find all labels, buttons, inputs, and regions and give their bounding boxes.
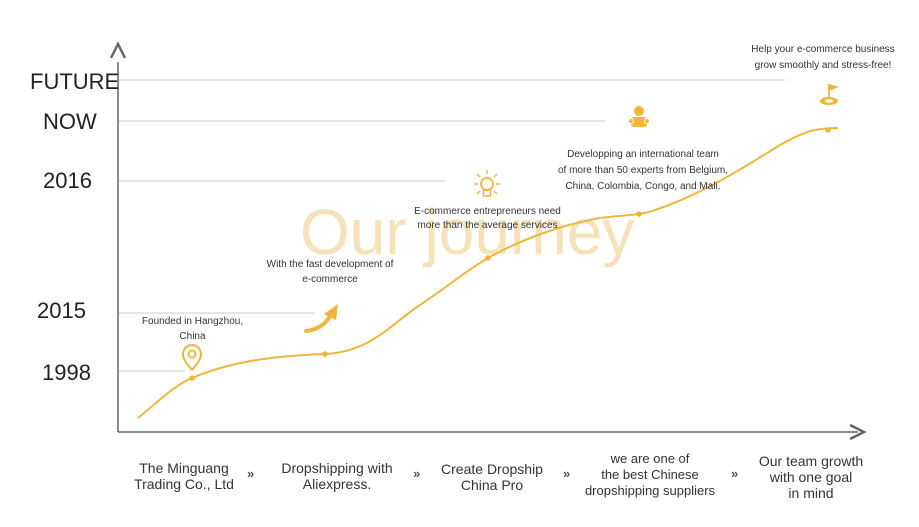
lightbulb-icon <box>474 170 500 197</box>
location-pin-icon <box>181 344 203 372</box>
watermark-text: Our journey <box>300 196 635 268</box>
milestone-dot-1 <box>189 375 195 381</box>
annotation-development: With the fast development of e-commerce <box>266 259 394 285</box>
x-axis-arrow-icon <box>849 423 867 441</box>
step-4: we are one of the best Chinese dropshipp… <box>584 451 716 498</box>
annotation-help: Help your e-commerce business grow smoot… <box>751 44 895 71</box>
flag-target-icon <box>820 84 839 105</box>
chevron-right-icon: » <box>413 466 420 481</box>
chevron-right-icon: » <box>731 466 738 481</box>
annotation-team: Developping an international team of mor… <box>557 149 729 192</box>
milestone-dot-5 <box>825 127 831 133</box>
annotation-founded: Founded in Hangzhou, China <box>141 316 244 342</box>
y-label-2015: 2015 <box>37 298 86 323</box>
milestone-dot-3 <box>485 255 491 261</box>
curved-arrow-icon <box>304 304 338 333</box>
step-5: Our team growth with one goal in mind <box>758 453 864 501</box>
step-1: The Minguang Trading Co., Ltd <box>134 460 234 492</box>
y-label-1998: 1998 <box>42 360 91 385</box>
y-label-2016: 2016 <box>43 168 92 193</box>
annotation-entrepreneurs: E-commerce entrepreneurs need more than … <box>414 206 561 231</box>
team-icon <box>628 106 650 127</box>
step-3: Create Dropship China Pro <box>441 461 543 493</box>
chevron-right-icon: » <box>247 466 254 481</box>
milestone-dot-4 <box>636 211 642 217</box>
y-label-future: FUTURE <box>30 69 120 94</box>
milestone-dot-2 <box>322 351 328 357</box>
step-2: Dropshipping with Aliexpress. <box>281 460 393 492</box>
growth-curve <box>137 127 839 419</box>
y-axis-arrow-icon <box>109 41 127 59</box>
chevron-right-icon: » <box>563 466 570 481</box>
y-label-now: NOW <box>43 109 97 134</box>
